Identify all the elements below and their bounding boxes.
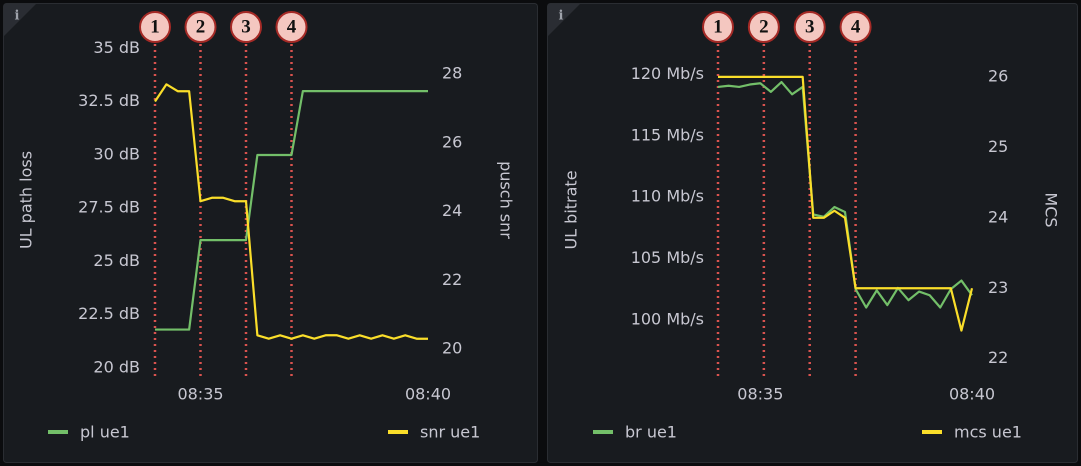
y-tick-label: 120 Mb/s (631, 64, 704, 83)
series-line (718, 75, 974, 332)
y-axis-label: UL bitrate (562, 170, 581, 249)
y2-tick-label: 26 (988, 66, 1008, 85)
annotation-label: 2 (196, 16, 206, 37)
series-line (155, 90, 428, 331)
panel-corner (4, 4, 36, 36)
info-icon: i (15, 9, 20, 24)
annotation-label: 3 (805, 16, 815, 37)
y-tick-label: 105 Mb/s (631, 248, 704, 267)
annotation-label: 3 (241, 16, 251, 37)
annotation-badge (747, 11, 780, 43)
y2-tick-label: 24 (442, 201, 462, 220)
y-tick-label: 32.5 dB (78, 91, 140, 110)
series-line (154, 83, 428, 340)
annotation-label: 1 (150, 16, 160, 37)
x-tick-label: 08:35 (177, 385, 223, 404)
legend-swatch (388, 430, 408, 434)
x-tick-label: 08:35 (737, 385, 783, 404)
legend-swatch (922, 430, 942, 434)
legend-label: mcs ue1 (954, 423, 1022, 442)
y2-tick-label: 22 (988, 348, 1008, 367)
y2-tick-label: 20 (442, 339, 462, 358)
annotation-badge (184, 11, 217, 43)
legend-swatch (593, 430, 613, 434)
legend-swatch (48, 430, 68, 434)
annotation-label: 2 (759, 16, 769, 37)
annotation-label: 4 (851, 16, 861, 37)
legend-label: br ue1 (625, 423, 677, 442)
annotation-badge (839, 11, 872, 43)
legend-label: snr ue1 (420, 423, 480, 442)
x-tick-label: 08:40 (949, 385, 995, 404)
annotation-label: 4 (287, 16, 297, 37)
legend-label: pl ue1 (80, 423, 130, 442)
series-line (717, 80, 973, 309)
y-axis-label: UL path loss (17, 151, 36, 249)
y2-tick-label: 22 (442, 270, 462, 289)
y2-tick-label: 25 (988, 137, 1008, 156)
y-tick-label: 100 Mb/s (631, 309, 704, 328)
y-tick-label: 35 dB (93, 38, 140, 57)
x-tick-label: 08:40 (405, 385, 451, 404)
annotation-label: 1 (713, 16, 723, 37)
annotation-badge (275, 11, 308, 43)
info-icon: i (559, 9, 564, 24)
y2-tick-label: 26 (442, 132, 462, 151)
annotation-badge (793, 11, 826, 43)
annotation-badge (230, 11, 262, 43)
y-tick-label: 115 Mb/s (631, 125, 704, 144)
y-tick-label: 30 dB (93, 144, 140, 163)
annotation-badge (702, 11, 734, 43)
y-tick-label: 20 dB (93, 357, 140, 376)
y2-axis-label: pusch snr (497, 161, 516, 239)
panel-corner (548, 4, 580, 36)
panel (547, 3, 1078, 463)
panel (3, 3, 538, 463)
y2-axis-label: MCS (1042, 192, 1061, 227)
y-tick-label: 27.5 dB (78, 198, 140, 217)
y-tick-label: 110 Mb/s (631, 187, 704, 206)
y2-tick-label: 28 (442, 64, 462, 83)
y2-tick-label: 23 (988, 278, 1008, 297)
annotation-badge (139, 11, 171, 43)
y2-tick-label: 24 (988, 207, 1008, 226)
y-tick-label: 22.5 dB (78, 304, 140, 323)
y-tick-label: 25 dB (93, 251, 140, 270)
